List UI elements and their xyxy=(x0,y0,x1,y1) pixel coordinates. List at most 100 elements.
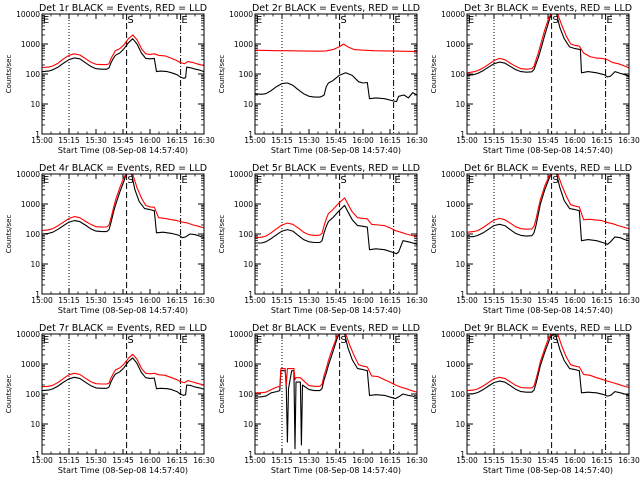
series-group xyxy=(467,174,629,245)
x-tick-label: 16:00 xyxy=(139,296,161,305)
x-tick-label: 15:15 xyxy=(271,136,293,145)
x-axis-label: Start Time (08-Sep-08 14:57:40) xyxy=(271,466,401,475)
x-tick-label: 15:15 xyxy=(483,456,505,465)
x-tick-label: 15:00 xyxy=(456,296,478,305)
event-marker-s: S xyxy=(127,335,133,346)
y-axis-label: Counts/sec xyxy=(5,55,13,94)
series-group xyxy=(255,334,417,450)
chart-panel-9: Det 9r BLACK = Events, RED = LLD Counts/s… xyxy=(430,323,640,475)
y-axis-label: Counts/sec xyxy=(218,215,226,254)
event-marker-s: S xyxy=(552,175,558,186)
event-marker-e: E xyxy=(256,335,262,346)
x-tick-label: 15:45 xyxy=(537,136,559,145)
x-tick-label: 16:30 xyxy=(406,296,428,305)
y-axis-label: Counts/sec xyxy=(430,375,438,414)
x-axis-label: Start Time (08-Sep-08 14:57:40) xyxy=(58,146,188,155)
series-group xyxy=(42,174,204,239)
x-tick-label: 15:00 xyxy=(456,456,478,465)
x-tick-label: 16:00 xyxy=(564,136,586,145)
x-tick-label: 16:30 xyxy=(618,136,640,145)
event-marker-e: E xyxy=(468,175,474,186)
x-tick-label: 16:30 xyxy=(193,456,215,465)
event-marker-s: S xyxy=(340,175,346,186)
y-axis-label: Counts/sec xyxy=(5,375,13,414)
events-series-line xyxy=(42,357,204,396)
x-tick-label: 15:15 xyxy=(58,456,80,465)
x-tick-label: 15:30 xyxy=(510,456,532,465)
y-tick-label: 10000 xyxy=(16,330,40,339)
y-tick-label: 10000 xyxy=(16,170,40,179)
y-tick-label: 1 xyxy=(248,450,253,459)
plot-frame xyxy=(254,173,418,295)
y-tick-label: 1 xyxy=(35,130,40,139)
event-marker-e: E xyxy=(394,335,400,346)
series-group xyxy=(42,34,204,79)
event-marker-s: S xyxy=(127,15,133,26)
x-tick-label: 16:00 xyxy=(564,296,586,305)
x-tick-label: 16:30 xyxy=(618,456,640,465)
y-tick-label: 100 xyxy=(26,70,41,79)
y-tick-label: 1000 xyxy=(446,360,465,369)
y-tick-label: 10 xyxy=(30,260,40,269)
y-tick-label: 100 xyxy=(451,70,466,79)
event-marker-s: S xyxy=(340,335,346,346)
y-tick-label: 1000 xyxy=(234,360,253,369)
x-tick-label: 16:00 xyxy=(139,456,161,465)
x-tick-label: 16:15 xyxy=(166,136,188,145)
x-tick-label: 16:30 xyxy=(406,136,428,145)
x-tick-label: 16:15 xyxy=(591,296,613,305)
y-tick-label: 1 xyxy=(35,450,40,459)
y-tick-label: 10000 xyxy=(229,10,253,19)
event-marker-e: E xyxy=(256,175,262,186)
lld-series-line xyxy=(42,353,204,388)
chart-title: Det 4r BLACK = Events, RED = LLD xyxy=(39,163,207,174)
x-tick-label: 15:45 xyxy=(537,296,559,305)
series-group xyxy=(42,353,204,396)
x-tick-label: 16:00 xyxy=(139,136,161,145)
y-tick-label: 10000 xyxy=(441,10,465,19)
chart-panel-2: Det 2r BLACK = Events, RED = LLD Counts/s… xyxy=(218,3,428,155)
x-tick-label: 15:15 xyxy=(271,296,293,305)
chart-panel-1: Det 1r BLACK = Events, RED = LLD Counts/s… xyxy=(5,3,215,155)
plot-frame xyxy=(41,333,205,455)
events-series-line xyxy=(467,334,629,397)
event-marker-s: S xyxy=(552,15,558,26)
x-tick-label: 15:30 xyxy=(298,456,320,465)
x-tick-label: 16:15 xyxy=(591,136,613,145)
y-tick-label: 10 xyxy=(455,100,465,109)
x-axis-label: Start Time (08-Sep-08 14:57:40) xyxy=(483,466,613,475)
y-tick-label: 1000 xyxy=(234,40,253,49)
series-group xyxy=(467,14,629,78)
plot-frame xyxy=(41,173,205,295)
y-tick-label: 1000 xyxy=(21,40,40,49)
chart-panel-7: Det 7r BLACK = Events, RED = LLD Counts/s… xyxy=(5,323,215,475)
y-tick-label: 1000 xyxy=(234,200,253,209)
lld-series-line xyxy=(255,334,417,394)
event-marker-e: E xyxy=(181,175,187,186)
x-axis-label: Start Time (08-Sep-08 14:57:40) xyxy=(271,306,401,315)
y-tick-label: 100 xyxy=(239,230,254,239)
events-series-line xyxy=(467,14,629,78)
chart-title: Det 1r BLACK = Events, RED = LLD xyxy=(39,3,207,14)
y-tick-label: 100 xyxy=(239,390,254,399)
event-marker-s: S xyxy=(127,175,133,186)
y-tick-label: 10000 xyxy=(229,330,253,339)
plot-frame xyxy=(254,333,418,455)
y-tick-label: 10000 xyxy=(229,170,253,179)
y-tick-label: 1 xyxy=(248,290,253,299)
chart-title: Det 9r BLACK = Events, RED = LLD xyxy=(464,323,632,334)
x-tick-label: 16:00 xyxy=(352,136,374,145)
x-tick-label: 15:00 xyxy=(456,136,478,145)
x-tick-label: 16:15 xyxy=(166,456,188,465)
x-tick-label: 15:30 xyxy=(85,296,107,305)
x-tick-label: 15:45 xyxy=(325,456,347,465)
event-marker-e: E xyxy=(468,15,474,26)
y-axis-label: Counts/sec xyxy=(430,215,438,254)
chart-title: Det 2r BLACK = Events, RED = LLD xyxy=(252,3,420,14)
y-tick-label: 1 xyxy=(35,290,40,299)
plot-frame xyxy=(41,13,205,135)
event-marker-s: S xyxy=(340,15,346,26)
events-series-line xyxy=(467,174,629,245)
chart-title: Det 5r BLACK = Events, RED = LLD xyxy=(252,163,420,174)
